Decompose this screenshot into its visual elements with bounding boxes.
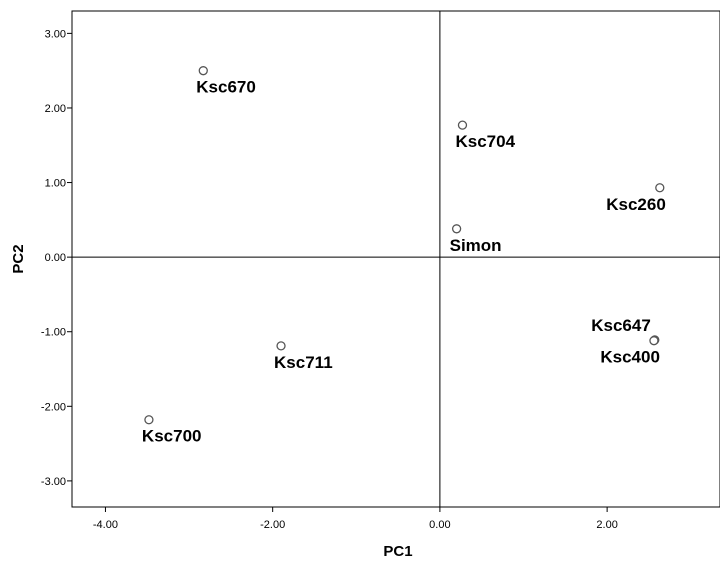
y-tick-label: 0.00 (45, 252, 66, 264)
y-axis-ticks: 3.00 2.00 1.00 0.00 -1.00 -2.00 -3.00 (41, 28, 72, 488)
data-points: Ksc670 Ksc704 Ksc260 Simon Ksc647 Ksc400 Ksc71… (142, 66, 666, 446)
point-label: Ksc700 (142, 427, 202, 446)
x-tick-label: 0.00 (429, 519, 450, 531)
x-tick-label: -2.00 (260, 519, 285, 531)
point-label: Ksc711 (274, 353, 333, 372)
plot-frame (71, 10, 720, 508)
data-point (457, 120, 468, 130)
y-tick-label: -3.00 (41, 476, 66, 488)
data-point (276, 341, 286, 351)
y-tick-label: 3.00 (45, 28, 66, 40)
y-tick-label: 2.00 (45, 103, 66, 115)
data-point (655, 183, 665, 193)
data-point (451, 224, 462, 234)
y-tick-label: -2.00 (41, 401, 66, 413)
plot-area (71, 10, 720, 508)
point-label: Ksc260 (606, 195, 666, 214)
point-label: Ksc400 (600, 348, 660, 367)
x-axis-ticks: -4.00 -2.00 0.00 2.00 (93, 507, 618, 531)
point-label: Ksc670 (196, 78, 256, 97)
point-label: Simon (450, 236, 502, 255)
x-tick-label: -4.00 (93, 519, 118, 531)
y-tick-label: 1.00 (45, 178, 66, 190)
x-tick-label: 2.00 (596, 519, 617, 531)
point-label: Ksc647 (591, 316, 651, 335)
point-label: Ksc704 (455, 132, 515, 151)
data-point (144, 415, 154, 425)
data-point (198, 66, 208, 76)
y-axis-title: PC2 (10, 244, 27, 273)
x-axis-title: PC1 (383, 543, 412, 560)
y-tick-label: -1.00 (41, 327, 66, 339)
data-point (649, 336, 659, 346)
